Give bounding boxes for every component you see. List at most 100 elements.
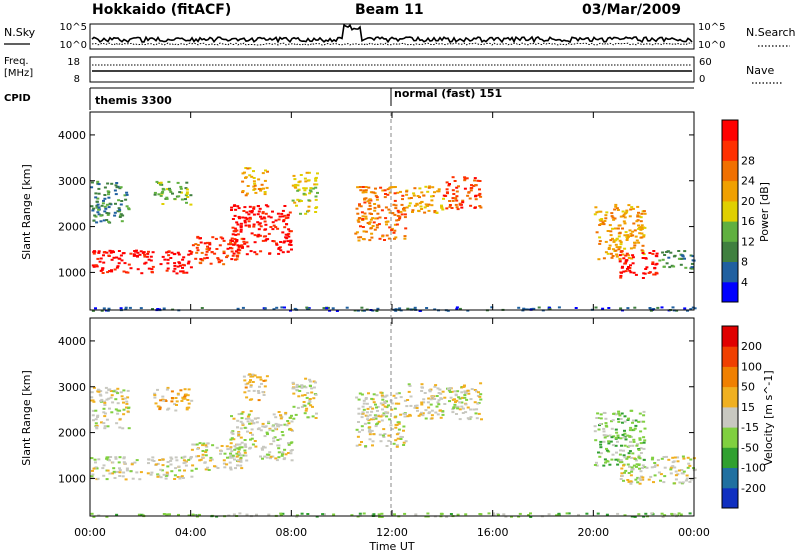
scatter-cell xyxy=(629,247,633,250)
scatter-cell xyxy=(448,204,452,206)
scatter-cell xyxy=(650,466,654,469)
scatter-cell xyxy=(181,396,185,399)
scatter-cell xyxy=(103,404,107,406)
scatter-cell xyxy=(279,512,283,515)
scatter-cell xyxy=(641,252,645,254)
scatter-cell xyxy=(450,390,454,393)
scatter-cell xyxy=(267,453,271,456)
scatter-cell xyxy=(253,234,257,237)
scatter-cell xyxy=(370,410,374,413)
scatter-cell xyxy=(683,307,687,310)
scatter-cell xyxy=(124,198,128,201)
scatter-cell xyxy=(153,193,157,196)
scatter-cell xyxy=(194,243,198,246)
scatter-cell xyxy=(150,471,154,474)
scatter-cell xyxy=(461,412,465,414)
scatter-cell xyxy=(407,197,411,200)
scatter-cell xyxy=(222,250,226,253)
scatter-cell xyxy=(400,213,404,216)
scatter-cell xyxy=(166,386,170,389)
scatter-cell xyxy=(256,417,260,420)
scatter-cell xyxy=(176,265,180,268)
colorbar-tick-label: 4 xyxy=(741,276,748,289)
velocity-heatmap xyxy=(90,373,697,518)
scatter-cell xyxy=(394,308,398,311)
scatter-cell xyxy=(241,246,244,249)
scatter-cell xyxy=(92,386,96,389)
scatter-cell xyxy=(261,172,265,175)
scatter-cell xyxy=(686,309,689,312)
scatter-cell xyxy=(102,422,106,425)
scatter-cell xyxy=(229,239,233,242)
scatter-cell xyxy=(229,452,232,455)
scatter-cell xyxy=(240,237,244,240)
scatter-cell xyxy=(92,515,96,518)
scatter-cell xyxy=(331,307,335,310)
scatter-cell xyxy=(598,242,602,245)
scatter-cell xyxy=(680,257,684,260)
colorbar-tick-label: 100 xyxy=(741,360,762,373)
y-tick-label: 4000 xyxy=(58,335,86,348)
scatter-cell xyxy=(614,239,618,242)
scatter-cell xyxy=(461,201,465,204)
scatter-cell xyxy=(209,456,213,459)
scatter-cell xyxy=(244,194,248,197)
scatter-cell xyxy=(529,512,532,515)
scatter-cell xyxy=(307,199,311,202)
scatter-cell xyxy=(274,457,278,460)
scatter-cell xyxy=(368,204,372,207)
scatter-cell xyxy=(623,415,627,418)
scatter-cell xyxy=(469,416,473,419)
scatter-cell xyxy=(234,447,238,450)
power-panel-frame xyxy=(89,111,695,311)
scatter-cell xyxy=(103,400,106,403)
scatter-cell xyxy=(364,217,368,220)
scatter-cell xyxy=(662,265,666,268)
scatter-cell xyxy=(411,209,415,212)
scatter-cell xyxy=(404,227,408,230)
scatter-cell xyxy=(594,439,598,442)
scatter-cell xyxy=(300,512,304,515)
scatter-cell xyxy=(637,227,641,230)
scatter-cell xyxy=(257,427,261,430)
scatter-cell xyxy=(417,414,421,417)
scatter-cell xyxy=(274,219,278,222)
scatter-cell xyxy=(375,226,379,229)
scatter-cell xyxy=(231,240,235,243)
scatter-cell xyxy=(617,410,621,413)
scatter-cell xyxy=(655,252,659,255)
scatter-cell xyxy=(614,458,618,461)
scatter-cell xyxy=(394,402,398,405)
scatter-cell xyxy=(644,257,648,260)
scatter-cell xyxy=(478,180,482,182)
colorbar-tick-label: 24 xyxy=(741,175,755,188)
scatter-cell xyxy=(237,434,240,437)
scatter-cell xyxy=(691,259,695,262)
scatter-cell xyxy=(128,306,132,309)
scatter-cell xyxy=(170,251,174,254)
scatter-cell xyxy=(122,270,126,273)
scatter-cell xyxy=(245,513,249,516)
scatter-cell xyxy=(103,401,107,404)
scatter-cell xyxy=(609,239,613,242)
scatter-cell xyxy=(257,228,261,231)
scatter-cell xyxy=(642,436,646,439)
scatter-cell xyxy=(301,394,304,397)
scatter-cell xyxy=(199,237,202,240)
scatter-cell xyxy=(266,170,269,173)
scatter-cell xyxy=(279,249,283,252)
scatter-cell xyxy=(91,473,95,476)
scatter-cell xyxy=(602,464,606,467)
scatter-cell xyxy=(412,308,416,311)
scatter-cell xyxy=(139,307,143,310)
scatter-cell xyxy=(258,234,262,237)
scatter-cell xyxy=(184,187,188,190)
scatter-cell xyxy=(595,417,599,419)
scatter-cell xyxy=(445,515,449,518)
scatter-cell xyxy=(609,440,613,443)
scatter-cell xyxy=(425,205,429,207)
scatter-cell xyxy=(403,235,407,238)
scatter-cell xyxy=(191,244,195,247)
scatter-cell xyxy=(614,203,618,206)
scatter-cell xyxy=(643,439,647,442)
